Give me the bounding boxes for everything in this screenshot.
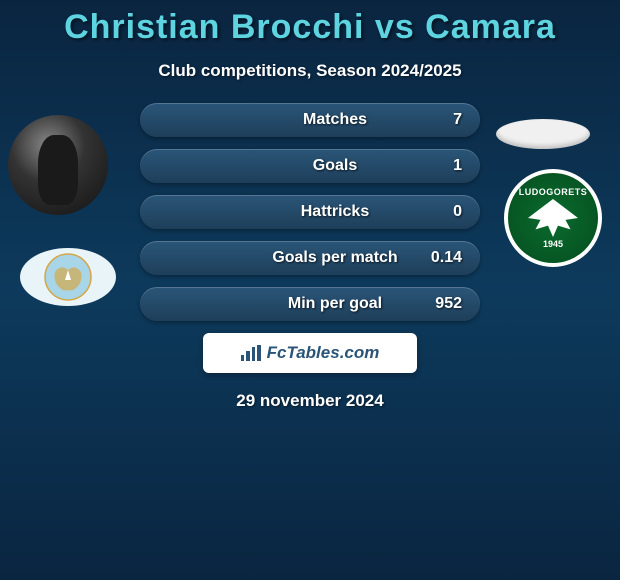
club-badge-right: LUDOGORETS 1945	[504, 169, 602, 267]
player-placeholder-right	[496, 119, 590, 149]
site-name: FcTables.com	[267, 343, 380, 363]
date-label: 29 november 2024	[0, 391, 620, 411]
stats-list: Matches 7 Goals 1 Hattricks 0 Goals per …	[140, 103, 480, 321]
badge-right-name: LUDOGORETS	[519, 187, 588, 197]
stat-row-goals: Goals 1	[140, 149, 480, 183]
stat-value: 0	[422, 203, 462, 221]
stat-row-matches: Matches 7	[140, 103, 480, 137]
stat-row-hattricks: Hattricks 0	[140, 195, 480, 229]
badge-right-year: 1945	[543, 239, 563, 249]
content-area: LUDOGORETS 1945 Matches 7 Goals 1 Hattri…	[0, 103, 620, 411]
player-avatar-left	[8, 115, 108, 215]
comparison-title: Christian Brocchi vs Camara	[0, 0, 620, 47]
stat-label: Hattricks	[158, 203, 422, 221]
club-badge-left	[20, 248, 116, 306]
stat-value: 1	[422, 157, 462, 175]
stat-value: 7	[422, 111, 462, 129]
stat-value: 0.14	[422, 249, 462, 267]
stat-label: Min per goal	[158, 295, 422, 313]
site-badge: FcTables.com	[203, 333, 417, 373]
stat-value: 952	[422, 295, 462, 313]
stat-label: Matches	[158, 111, 422, 129]
season-subtitle: Club competitions, Season 2024/2025	[0, 61, 620, 81]
stat-label: Goals per match	[158, 249, 422, 267]
bar-chart-icon	[241, 345, 261, 361]
stat-row-goals-per-match: Goals per match 0.14	[140, 241, 480, 275]
stat-label: Goals	[158, 157, 422, 175]
eagle-icon	[528, 199, 578, 237]
lazio-crest-icon	[43, 252, 93, 302]
stat-row-min-per-goal: Min per goal 952	[140, 287, 480, 321]
